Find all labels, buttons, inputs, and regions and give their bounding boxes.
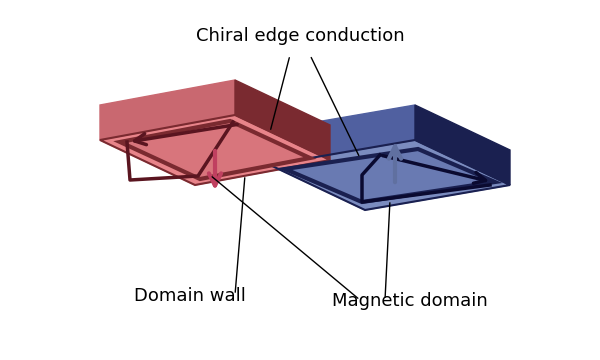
Polygon shape <box>415 105 510 185</box>
Polygon shape <box>235 80 330 160</box>
Text: Domain wall: Domain wall <box>134 287 246 305</box>
Polygon shape <box>285 149 495 202</box>
Polygon shape <box>100 115 330 185</box>
Polygon shape <box>270 105 415 165</box>
Polygon shape <box>120 121 310 179</box>
Polygon shape <box>270 140 510 210</box>
Text: Magnetic domain: Magnetic domain <box>332 292 488 310</box>
Polygon shape <box>100 80 235 140</box>
Text: Chiral edge conduction: Chiral edge conduction <box>196 27 404 45</box>
